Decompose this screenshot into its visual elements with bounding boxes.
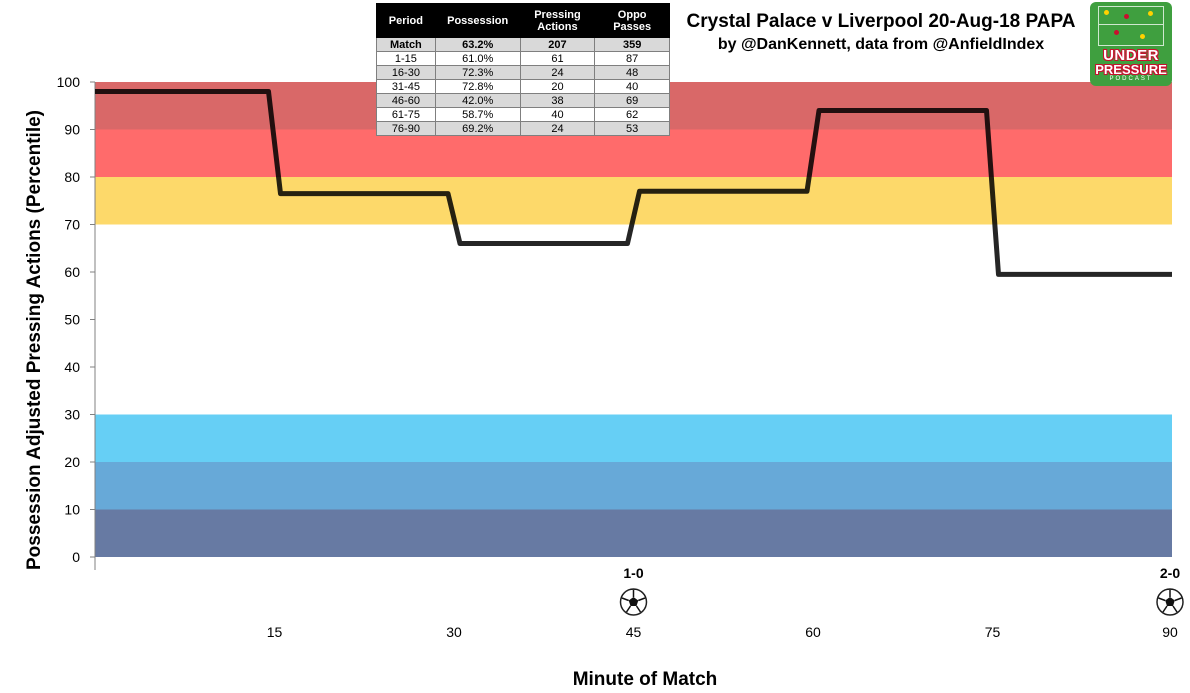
player-dot-icon (1124, 14, 1129, 19)
stats-cell: Match (376, 37, 436, 52)
stats-row-period: 1-15 61.0% 61 87 (376, 51, 670, 66)
y-tick-label: 0 (72, 549, 80, 565)
y-tick-label: 70 (64, 217, 80, 233)
chart-title-block: Crystal Palace v Liverpool 20-Aug-18 PAP… (676, 10, 1086, 56)
stats-header-row: Period Possession Pressing Actions Oppo … (376, 3, 670, 38)
axes: 0 10 20 30 40 50 60 70 80 90 100 15 30 45 60 75 90 (57, 74, 1178, 640)
stats-cell: 72.3% (434, 65, 521, 80)
header-pressing-actions: Pressing Actions (519, 3, 596, 38)
x-tick-label: 60 (805, 624, 821, 640)
stats-row-period: 31-45 72.8% 20 40 (376, 79, 670, 94)
y-tick-label: 60 (64, 264, 80, 280)
x-tick-label: 45 (626, 624, 642, 640)
y-tick-label: 40 (64, 359, 80, 375)
percentile-band-20-30 (95, 414, 1172, 462)
goal-score-label: 1-0 (623, 565, 643, 581)
stats-cell: 40 (519, 107, 596, 122)
stats-cell: 1-15 (376, 51, 436, 66)
player-dot-icon (1140, 34, 1145, 39)
y-tick-label: 50 (64, 312, 80, 328)
y-tick-label: 10 (64, 502, 80, 518)
stats-cell: 16-30 (376, 65, 436, 80)
period-stats-table: Period Possession Pressing Actions Oppo … (376, 3, 670, 136)
stats-cell: 63.2% (434, 37, 521, 52)
pitch-icon (1098, 6, 1164, 46)
stats-cell: 20 (519, 79, 596, 94)
goal-annotations: 1-0 2-0 (619, 565, 1184, 616)
percentile-band-10-20 (95, 462, 1172, 510)
under-pressure-logo: UNDER PRESSURE PODCAST (1090, 2, 1172, 86)
y-tick-label: 20 (64, 454, 80, 470)
chart-title: Crystal Palace v Liverpool 20-Aug-18 PAP… (686, 11, 1076, 32)
stats-cell: 40 (594, 79, 670, 94)
x-tick-label: 30 (446, 624, 462, 640)
stats-cell: 76-90 (376, 121, 436, 136)
y-tick-label: 80 (64, 169, 80, 185)
logo-text-podcast: PODCAST (1109, 76, 1153, 82)
stats-cell: 87 (594, 51, 670, 66)
logo-text-pressure: PRESSURE (1095, 62, 1167, 77)
header-oppo-passes: Oppo Passes (594, 3, 670, 38)
stats-cell: 38 (519, 93, 596, 108)
stats-cell: 31-45 (376, 79, 436, 94)
stats-cell: 61-75 (376, 107, 436, 122)
stats-cell: 42.0% (434, 93, 521, 108)
player-dot-icon (1148, 11, 1153, 16)
papa-series-line (95, 89, 1172, 277)
stats-cell: 359 (594, 37, 670, 52)
stats-cell: 46-60 (376, 93, 436, 108)
header-period: Period (376, 3, 436, 38)
stats-cell: 61 (519, 51, 596, 66)
stats-cell: 58.7% (434, 107, 521, 122)
stats-cell: 72.8% (434, 79, 521, 94)
y-tick-label: 100 (57, 74, 81, 90)
stats-cell: 24 (519, 65, 596, 80)
header-possession: Possession (434, 3, 521, 38)
logo-text-under: UNDER (1103, 47, 1159, 64)
stats-row-period: 16-30 72.3% 24 48 (376, 65, 670, 80)
x-tick-label: 90 (1162, 624, 1178, 640)
football-icon (619, 588, 648, 616)
x-tick-label: 75 (985, 624, 1001, 640)
stats-cell: 69 (594, 93, 670, 108)
stats-body: Match 63.2% 207 359 1-15 61.0% 61 87 16-30 72.3% 2… (376, 37, 670, 136)
x-tick-label: 15 (267, 624, 283, 640)
player-dot-icon (1104, 10, 1109, 15)
y-tick-label: 90 (64, 122, 80, 138)
chart-subtitle: by @DanKennett, data from @AnfieldIndex (717, 36, 1045, 53)
stats-cell: 61.0% (434, 51, 521, 66)
stats-row-period: 76-90 69.2% 24 53 (376, 121, 670, 136)
x-axis-label: Minute of Match (573, 669, 718, 690)
pitch-halfway-line (1098, 24, 1164, 25)
stats-cell: 207 (519, 37, 596, 52)
stats-cell: 53 (594, 121, 670, 136)
stats-cell: 62 (594, 107, 670, 122)
stats-cell: 24 (519, 121, 596, 136)
percentile-bands (95, 82, 1172, 557)
stats-row-period: 61-75 58.7% 40 62 (376, 107, 670, 122)
y-axis-label: Possession Adjusted Pressing Actions (Pe… (24, 110, 45, 570)
stats-row-match: Match 63.2% 207 359 (376, 37, 670, 52)
goal-score-label: 2-0 (1160, 565, 1180, 581)
stats-cell: 69.2% (434, 121, 521, 136)
percentile-band-80-90 (95, 129, 1172, 177)
player-dot-icon (1114, 30, 1119, 35)
percentile-band-0-10 (95, 509, 1172, 557)
stats-row-period: 46-60 42.0% 38 69 (376, 93, 670, 108)
y-tick-label: 30 (64, 407, 80, 423)
series-layer (95, 89, 1172, 277)
stats-cell: 48 (594, 65, 670, 80)
football-icon (1156, 588, 1184, 616)
